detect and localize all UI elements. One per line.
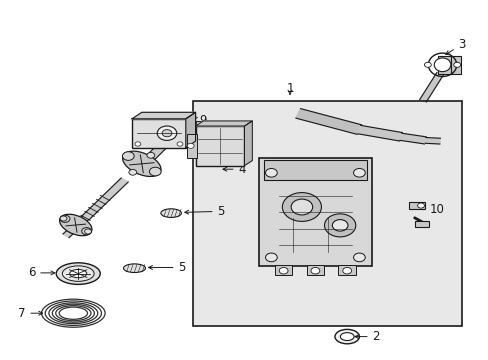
Polygon shape [419, 73, 443, 102]
Text: 6: 6 [28, 266, 55, 279]
Circle shape [162, 130, 172, 137]
Circle shape [146, 152, 154, 158]
Bar [186, 134, 196, 158]
Circle shape [282, 193, 321, 221]
Ellipse shape [69, 269, 87, 278]
Circle shape [290, 199, 312, 215]
Circle shape [122, 152, 134, 160]
Text: 8: 8 [157, 116, 165, 140]
Bar [193, 101, 461, 326]
Circle shape [453, 62, 460, 67]
Polygon shape [424, 138, 440, 144]
Circle shape [417, 203, 424, 208]
Bar [447, 56, 460, 74]
Circle shape [353, 253, 365, 262]
Bar [195, 126, 244, 166]
Bar [264, 160, 366, 180]
Polygon shape [63, 216, 88, 238]
Text: 7: 7 [18, 307, 42, 320]
Ellipse shape [122, 151, 161, 176]
FancyBboxPatch shape [132, 119, 185, 148]
Circle shape [324, 214, 355, 237]
Bar [306, 265, 324, 275]
Polygon shape [195, 121, 252, 126]
Polygon shape [295, 109, 361, 134]
Polygon shape [82, 178, 128, 220]
Polygon shape [357, 125, 402, 141]
Circle shape [177, 142, 183, 146]
Ellipse shape [161, 209, 181, 217]
Ellipse shape [340, 333, 353, 341]
Circle shape [135, 142, 141, 146]
Circle shape [265, 253, 277, 262]
Bar [195, 121, 206, 135]
Bar [437, 56, 450, 74]
Circle shape [129, 170, 137, 175]
Text: 3: 3 [445, 38, 465, 54]
Circle shape [353, 168, 365, 177]
Bar [193, 101, 461, 326]
Text: 9: 9 [199, 114, 210, 134]
Circle shape [265, 168, 277, 177]
Ellipse shape [334, 329, 359, 344]
Circle shape [187, 143, 194, 148]
Text: 5: 5 [148, 261, 185, 274]
Text: 10: 10 [416, 203, 443, 216]
Polygon shape [244, 121, 252, 166]
Circle shape [84, 229, 91, 234]
Circle shape [149, 167, 161, 176]
Bar [338, 265, 355, 275]
Circle shape [310, 267, 319, 274]
Polygon shape [132, 112, 195, 119]
Circle shape [81, 228, 91, 235]
Text: 5: 5 [184, 205, 224, 218]
Text: 2: 2 [354, 330, 379, 343]
Circle shape [332, 220, 347, 231]
Ellipse shape [56, 263, 100, 284]
Circle shape [279, 267, 287, 274]
Ellipse shape [62, 266, 94, 282]
Circle shape [424, 62, 430, 67]
Bar [274, 265, 292, 275]
Circle shape [60, 215, 70, 222]
Circle shape [342, 267, 351, 274]
Polygon shape [185, 112, 195, 148]
Bar [408, 202, 424, 209]
Ellipse shape [60, 214, 92, 236]
Text: 4: 4 [223, 163, 245, 176]
Ellipse shape [433, 58, 450, 72]
Ellipse shape [123, 264, 145, 273]
Polygon shape [147, 113, 197, 159]
Bar [259, 158, 371, 266]
Text: 1: 1 [285, 82, 293, 95]
Bar [414, 221, 428, 227]
Polygon shape [399, 133, 426, 144]
Circle shape [157, 126, 177, 140]
Circle shape [60, 216, 67, 221]
